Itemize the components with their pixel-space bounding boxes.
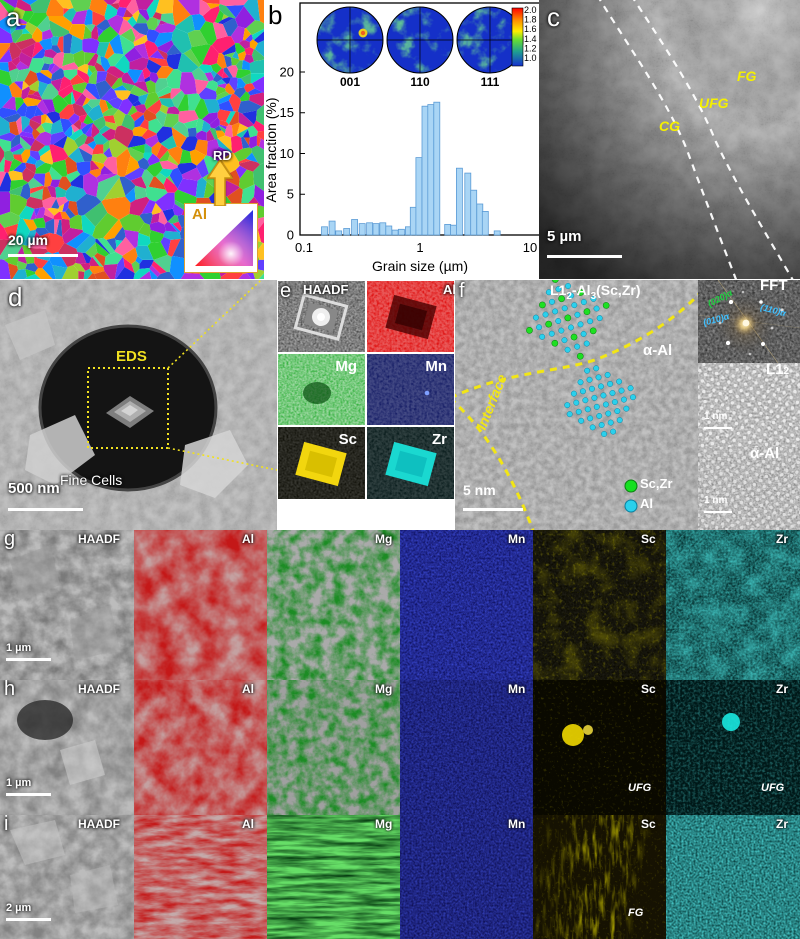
svg-text:Zr: Zr bbox=[432, 431, 447, 448]
svg-text:Mn: Mn bbox=[425, 358, 447, 375]
svg-text:2.0: 2.0 bbox=[524, 5, 537, 15]
svg-text:110: 110 bbox=[410, 75, 430, 89]
svg-text:1.4: 1.4 bbox=[524, 34, 537, 44]
svg-text:1.8: 1.8 bbox=[524, 15, 537, 25]
svg-text:111: 111 bbox=[481, 75, 500, 89]
svg-text:001: 001 bbox=[340, 75, 360, 89]
svg-text:Mg: Mg bbox=[335, 358, 357, 375]
svg-text:Sc: Sc bbox=[339, 431, 357, 448]
svg-text:1.6: 1.6 bbox=[524, 24, 537, 34]
svg-text:1.0: 1.0 bbox=[524, 53, 537, 63]
svg-text:1.2: 1.2 bbox=[524, 43, 537, 53]
